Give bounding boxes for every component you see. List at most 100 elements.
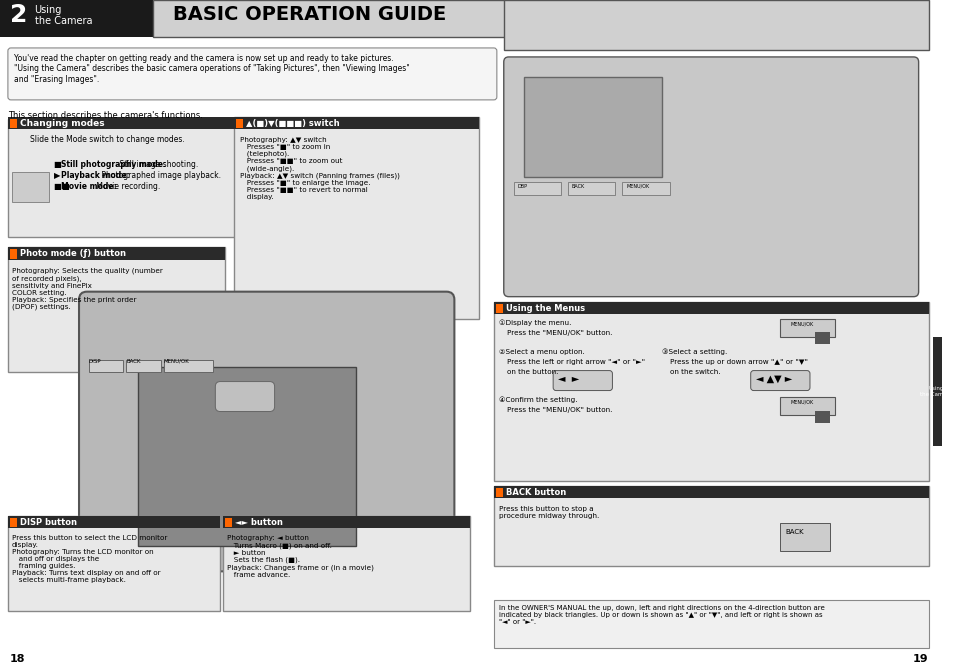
Text: BACK: BACK — [127, 359, 141, 364]
Text: Using
the Camera: Using the Camera — [919, 386, 952, 397]
Text: Photo mode (ƒ) button: Photo mode (ƒ) button — [20, 249, 126, 257]
Text: Press this button to stop a
procedure midway through.: Press this button to stop a procedure mi… — [498, 506, 598, 520]
Bar — [503, 0, 927, 50]
Bar — [494, 301, 927, 482]
Bar — [494, 486, 927, 566]
Bar — [494, 486, 927, 498]
Text: Press the "MENU/OK" button.: Press the "MENU/OK" button. — [506, 329, 612, 336]
Bar — [10, 249, 17, 259]
Bar — [8, 247, 225, 372]
Text: Using: Using — [34, 5, 62, 15]
Bar — [223, 516, 470, 611]
Text: ◄ ▲▼ ►: ◄ ▲▼ ► — [755, 374, 791, 384]
Text: ▶: ▶ — [54, 171, 66, 180]
Text: BACK: BACK — [571, 184, 584, 189]
Text: ②Select a menu option.: ②Select a menu option. — [498, 349, 584, 355]
Bar — [932, 337, 942, 446]
Bar — [10, 119, 17, 128]
Text: Photography: ▲▼ switch
   Presses "■" to zoom in
   (telephoto).
   Presses "■■": Photography: ▲▼ switch Presses "■" to zo… — [240, 137, 399, 200]
Text: Photography: ◄ button
   Turns Macro (■) on and off.
   ► button
   Sets the fla: Photography: ◄ button Turns Macro (■) on… — [227, 536, 374, 578]
Text: You've read the chapter on getting ready and the camera is now set up and ready : You've read the chapter on getting ready… — [13, 54, 409, 84]
Text: on the switch.: on the switch. — [669, 369, 720, 375]
Text: Press this button to select the LCD monitor
display.
Photography: Turns the LCD : Press this button to select the LCD moni… — [11, 536, 167, 584]
Text: ①Display the menu.: ①Display the menu. — [498, 319, 571, 326]
Text: Movie mode:: Movie mode: — [61, 182, 117, 191]
Text: DBP: DBP — [517, 184, 527, 189]
Circle shape — [331, 392, 340, 402]
Bar — [780, 524, 829, 552]
Circle shape — [315, 406, 326, 416]
Bar — [8, 516, 220, 528]
Text: Playback mode:: Playback mode: — [61, 171, 130, 180]
Text: Press the left or right arrow "◄" or "►": Press the left or right arrow "◄" or "►" — [506, 359, 644, 365]
Text: 2: 2 — [10, 3, 28, 27]
Text: BACK: BACK — [784, 530, 803, 536]
Text: MENU/OK: MENU/OK — [789, 321, 813, 327]
Bar — [233, 117, 478, 129]
Text: the Camera: the Camera — [34, 16, 92, 26]
Text: ④Confirm the setting.: ④Confirm the setting. — [498, 397, 577, 403]
Text: BASIC OPERATION GUIDE: BASIC OPERATION GUIDE — [172, 5, 446, 24]
Bar — [621, 182, 669, 195]
Text: Using the Menus: Using the Menus — [505, 303, 584, 313]
Bar — [814, 331, 829, 344]
Bar — [233, 117, 478, 319]
Text: ◄  ►: ◄ ► — [558, 374, 578, 384]
Bar — [496, 488, 502, 498]
Bar — [0, 0, 152, 37]
Text: ③Select a setting.: ③Select a setting. — [661, 349, 726, 355]
Circle shape — [331, 406, 340, 416]
FancyBboxPatch shape — [503, 57, 918, 297]
Text: Photographed image playback.: Photographed image playback. — [99, 171, 220, 180]
Bar — [567, 182, 615, 195]
Bar — [225, 518, 232, 528]
FancyBboxPatch shape — [215, 382, 274, 412]
Text: Still photography mode:: Still photography mode: — [61, 160, 166, 169]
Circle shape — [301, 406, 311, 416]
Text: DISP: DISP — [89, 359, 101, 364]
Bar — [8, 516, 220, 611]
Bar — [513, 182, 560, 195]
Bar — [814, 410, 829, 422]
Circle shape — [301, 392, 311, 402]
FancyBboxPatch shape — [8, 48, 497, 100]
Bar — [780, 397, 834, 414]
Bar — [89, 360, 123, 372]
Text: Press the up or down arrow "▲" or "▼": Press the up or down arrow "▲" or "▼" — [669, 359, 807, 365]
Text: ■: ■ — [54, 160, 68, 169]
Text: ▲(■)▼(■■■) switch: ▲(■)▼(■■■) switch — [246, 119, 339, 128]
Text: Press the "MENU/OK" button.: Press the "MENU/OK" button. — [506, 406, 612, 412]
Bar — [496, 303, 502, 313]
Bar — [10, 518, 17, 528]
Text: Photography: Selects the quality (number
of recorded pixels),
sensitivity and Fi: Photography: Selects the quality (number… — [11, 267, 163, 310]
Text: Changing modes: Changing modes — [20, 119, 104, 128]
Text: MENU/OK: MENU/OK — [164, 359, 190, 364]
Text: This section describes the camera's functions.: This section describes the camera's func… — [8, 111, 203, 120]
Bar — [8, 117, 250, 129]
Bar — [138, 367, 355, 546]
Bar — [235, 119, 243, 128]
Text: Slide the Mode switch to change modes.: Slide the Mode switch to change modes. — [30, 135, 184, 144]
Text: MENU/OK: MENU/OK — [789, 400, 813, 405]
Text: Movie recording.: Movie recording. — [93, 182, 160, 191]
Bar — [127, 360, 161, 372]
Circle shape — [315, 392, 326, 402]
FancyBboxPatch shape — [553, 371, 612, 391]
FancyBboxPatch shape — [79, 291, 454, 572]
Bar — [8, 119, 250, 237]
Text: DISP button: DISP button — [20, 518, 76, 528]
Bar — [223, 516, 470, 528]
FancyBboxPatch shape — [750, 371, 809, 391]
Text: Still image shooting.: Still image shooting. — [116, 160, 197, 169]
Bar — [11, 172, 50, 202]
Bar — [8, 247, 225, 259]
Text: 18: 18 — [10, 654, 26, 664]
Bar — [523, 77, 661, 177]
Text: BACK button: BACK button — [505, 488, 565, 498]
Text: ■■: ■■ — [54, 182, 72, 191]
Text: ◄► button: ◄► button — [234, 518, 283, 528]
Bar — [780, 319, 834, 337]
Bar — [494, 301, 927, 313]
Bar — [494, 600, 927, 648]
Text: In the OWNER'S MANUAL the up, down, left and right directions on the 4-direction: In the OWNER'S MANUAL the up, down, left… — [498, 606, 823, 625]
